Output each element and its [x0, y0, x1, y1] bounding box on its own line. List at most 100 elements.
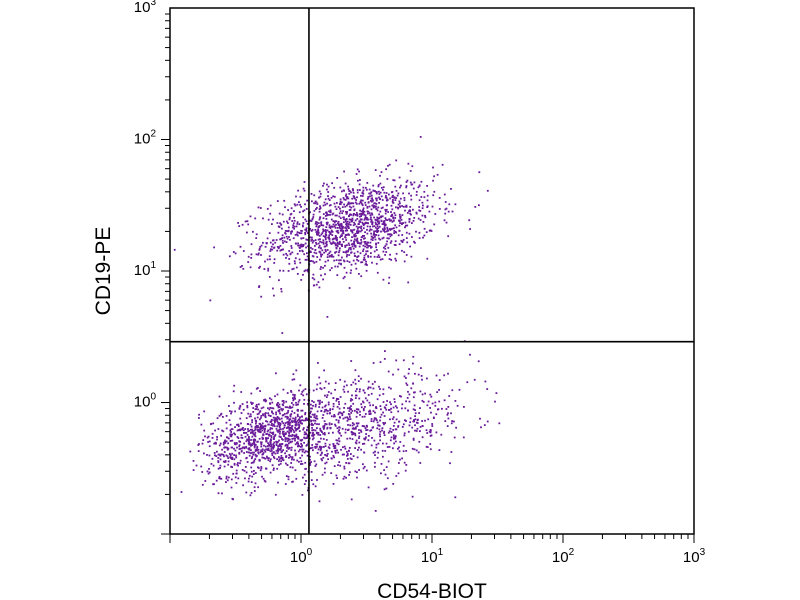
data-point: [256, 416, 259, 419]
data-point: [389, 235, 392, 238]
data-point: [313, 202, 315, 205]
data-point: [415, 211, 418, 214]
data-point: [238, 445, 241, 448]
data-point: [211, 457, 214, 460]
data-point: [335, 223, 337, 226]
data-point: [364, 204, 367, 206]
data-point: [322, 241, 325, 244]
data-point: [325, 461, 328, 464]
data-point: [436, 391, 439, 393]
data-point: [259, 418, 261, 421]
data-point: [284, 483, 287, 485]
data-point: [271, 446, 273, 449]
data-point: [336, 177, 339, 179]
data-point: [384, 473, 387, 476]
data-point: [266, 430, 269, 433]
data-point: [258, 437, 261, 440]
data-point: [342, 411, 345, 413]
data-point: [414, 424, 416, 427]
data-point: [391, 227, 394, 230]
data-point: [228, 419, 231, 421]
data-point: [336, 427, 339, 430]
data-point: [241, 403, 244, 405]
data-point: [406, 224, 409, 227]
data-point: [358, 432, 361, 434]
data-point: [276, 420, 279, 423]
data-point: [290, 446, 293, 449]
data-point: [255, 237, 258, 239]
data-point: [303, 253, 306, 256]
data-point: [382, 229, 385, 232]
data-point: [328, 230, 330, 233]
data-point: [234, 449, 237, 452]
data-point: [315, 208, 317, 210]
data-point: [335, 250, 338, 253]
data-point: [403, 432, 406, 435]
data-point: [374, 380, 376, 383]
data-point: [381, 237, 384, 240]
data-point: [363, 235, 365, 237]
data-point: [405, 382, 408, 385]
data-point: [225, 421, 228, 424]
data-point: [346, 211, 348, 213]
data-point: [421, 207, 424, 210]
data-point: [206, 470, 209, 473]
data-point: [340, 448, 342, 451]
data-point: [406, 384, 409, 386]
data-point: [293, 421, 296, 423]
data-point: [315, 388, 318, 391]
data-point: [321, 249, 324, 252]
data-point: [245, 471, 248, 474]
data-point: [303, 181, 306, 183]
data-point: [292, 222, 295, 225]
data-point: [276, 249, 279, 252]
data-point: [298, 389, 300, 392]
data-point: [316, 206, 318, 209]
data-point: [336, 227, 339, 229]
x-tick-label: 100: [290, 547, 313, 566]
data-point: [264, 457, 267, 460]
data-point: [431, 402, 434, 405]
data-point: [321, 417, 324, 419]
data-point: [290, 232, 292, 235]
data-point: [381, 427, 384, 429]
data-point: [389, 219, 391, 222]
data-point: [321, 459, 323, 462]
data-point: [370, 191, 373, 194]
data-point: [371, 197, 373, 200]
data-point: [254, 428, 257, 431]
data-point: [225, 477, 228, 480]
data-point: [290, 207, 293, 210]
data-point: [291, 433, 294, 436]
data-point: [250, 415, 252, 418]
data-point: [325, 244, 328, 247]
data-point: [431, 423, 434, 425]
data-point: [293, 431, 296, 433]
data-point: [358, 245, 361, 248]
data-point: [256, 449, 259, 451]
data-point: [320, 448, 322, 450]
data-point: [364, 258, 366, 261]
data-point: [318, 208, 321, 210]
data-point: [422, 401, 425, 403]
data-point: [278, 425, 281, 428]
data-point: [339, 207, 341, 210]
data-point: [365, 253, 367, 255]
data-point: [413, 419, 415, 421]
data-point: [375, 242, 377, 245]
data-point: [325, 226, 328, 228]
data-point: [241, 447, 243, 450]
data-point: [362, 258, 365, 261]
data-point: [240, 422, 242, 425]
data-point: [284, 452, 286, 455]
data-point: [359, 215, 361, 218]
data-point: [265, 448, 268, 451]
data-point: [364, 245, 367, 248]
data-point: [246, 231, 248, 234]
data-point: [414, 418, 417, 421]
data-point: [403, 260, 406, 263]
data-point: [329, 242, 332, 244]
data-point: [360, 210, 363, 213]
data-point: [322, 204, 325, 207]
data-point: [297, 418, 300, 421]
